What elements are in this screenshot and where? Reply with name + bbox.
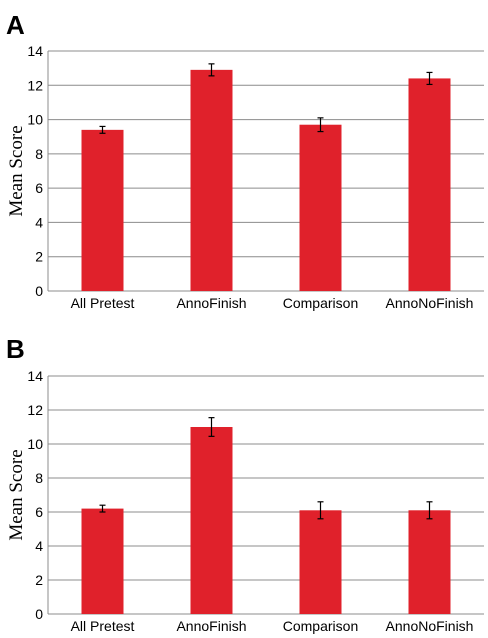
error-bar [317, 117, 324, 133]
panel-letter-b: B [6, 334, 25, 364]
y-tick-label: 12 [27, 402, 43, 418]
y-tick-label: 0 [35, 283, 43, 299]
x-tick-label: All Pretest [71, 295, 135, 311]
x-tick-label: AnnoNoFinish [386, 295, 474, 311]
x-tick-label: Comparison [283, 295, 358, 311]
y-tick-label: 8 [35, 470, 43, 486]
x-tick-label: All Pretest [71, 618, 135, 634]
y-tick-label: 14 [27, 368, 43, 384]
y-tick-label: 10 [27, 112, 43, 128]
error-bar [426, 71, 433, 86]
chart-panel-b: B Mean Score 0 2 4 6 8 10 12 14 All Pretest AnnoF… [6, 334, 484, 634]
bar [299, 124, 342, 291]
y-tick-label: 4 [35, 538, 43, 554]
y-tick-label: 12 [27, 77, 43, 93]
y-tick-label: 14 [27, 43, 43, 59]
panel-letter-a: A [6, 10, 25, 40]
x-tick-label: AnnoFinish [176, 295, 246, 311]
bar [408, 78, 451, 291]
y-tick-label: 0 [35, 606, 43, 622]
error-bar [426, 501, 433, 520]
y-tick-label: 6 [35, 180, 43, 196]
error-bar [317, 501, 324, 520]
x-tick-label: AnnoFinish [176, 618, 246, 634]
y-tick-label: 10 [27, 436, 43, 452]
error-bar [99, 125, 106, 134]
chart-panel-a: A Mean Score 0 2 4 6 8 10 12 14 All Pretest AnnoF… [6, 10, 484, 311]
y-tick-label: 8 [35, 146, 43, 162]
bar [81, 129, 124, 291]
y-tick-label: 2 [35, 572, 43, 588]
bar [408, 510, 451, 614]
x-tick-label: Comparison [283, 618, 358, 634]
bar [190, 69, 233, 291]
x-tick-label: AnnoNoFinish [386, 618, 474, 634]
y-tick-label: 4 [35, 214, 43, 230]
bar [299, 510, 342, 614]
y-axis-label-b: Mean Score [6, 449, 27, 540]
y-axis-label-a: Mean Score [6, 125, 27, 216]
bar [190, 427, 233, 614]
error-bar [208, 63, 215, 77]
y-tick-label: 6 [35, 504, 43, 520]
y-tick-label: 2 [35, 249, 43, 265]
error-bar [99, 504, 106, 513]
error-bar [208, 417, 215, 437]
bar [81, 508, 124, 614]
